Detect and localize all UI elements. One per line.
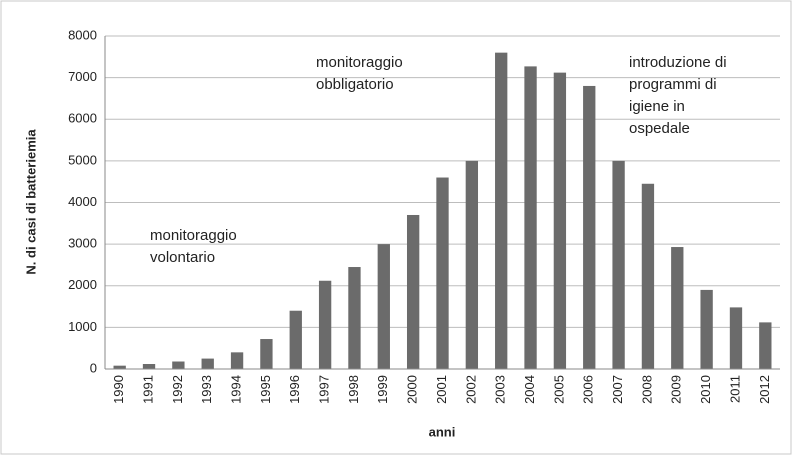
x-axis-title: anni — [429, 424, 456, 439]
y-tick-label: 0 — [90, 360, 97, 375]
x-tick-label: 1991 — [140, 375, 155, 404]
x-tick-label: 2008 — [639, 375, 654, 404]
x-tick-label: 1990 — [111, 375, 126, 404]
x-tick-label: 1992 — [170, 375, 185, 404]
y-tick-label: 7000 — [68, 69, 97, 84]
annotation: ospedale — [629, 120, 690, 137]
bar — [495, 52, 508, 370]
bar — [553, 72, 567, 369]
bar — [172, 361, 185, 369]
annotation: volontario — [150, 249, 215, 266]
annotation: monitoraggio — [150, 227, 237, 244]
bar — [201, 358, 214, 369]
annotation: obbligatorio — [316, 76, 394, 93]
x-tick-label: 2004 — [522, 375, 537, 404]
x-tick-label: 2009 — [669, 375, 684, 404]
bar — [524, 66, 537, 369]
x-tick-label: 1996 — [287, 375, 302, 404]
bar — [230, 352, 244, 369]
x-tick-label: 1995 — [258, 375, 273, 404]
y-tick-label: 6000 — [68, 111, 97, 126]
bar — [671, 247, 684, 369]
y-tick-label: 4000 — [68, 194, 97, 209]
y-tick-label: 2000 — [68, 277, 97, 292]
bar — [289, 310, 302, 369]
x-tick-label: 2001 — [434, 375, 449, 404]
y-tick-label: 5000 — [68, 152, 97, 167]
x-tick-label: 1993 — [199, 375, 214, 404]
bar — [318, 280, 332, 369]
x-tick-label: 2011 — [727, 375, 742, 403]
bar — [465, 160, 479, 369]
bar — [641, 183, 655, 369]
bar — [700, 289, 713, 369]
x-tick-label: 2000 — [405, 375, 420, 404]
x-tick-label: 1994 — [229, 375, 244, 404]
x-tick-label: 2006 — [581, 375, 596, 404]
x-tick-label: 2005 — [551, 375, 566, 404]
annotation: programmi di — [629, 76, 717, 93]
x-tick-label: 1998 — [346, 375, 361, 404]
y-tick-label: 1000 — [68, 319, 97, 334]
y-axis-title: N. di casi di batteriemia — [23, 129, 38, 275]
y-tick-label: 3000 — [68, 236, 97, 251]
bar — [142, 364, 156, 369]
bar — [759, 322, 772, 369]
bar — [348, 267, 361, 369]
y-tick-label: 8000 — [68, 27, 97, 42]
bar — [113, 365, 126, 369]
bar — [436, 177, 449, 369]
annotation: igiene in — [629, 98, 685, 115]
x-tick-label: 2010 — [698, 375, 713, 404]
x-tick-label: 2012 — [757, 375, 772, 404]
x-tick-label: 2003 — [493, 375, 508, 404]
annotation: monitoraggio — [316, 54, 403, 71]
x-tick-label: 1997 — [317, 375, 332, 404]
bar — [406, 214, 420, 369]
bar — [377, 244, 390, 369]
x-tick-label: 2002 — [463, 375, 478, 404]
bar — [260, 339, 273, 369]
annotation: introduzione di — [629, 54, 727, 71]
x-tick-label: 1999 — [375, 375, 390, 404]
bar — [729, 307, 743, 369]
bar — [612, 160, 625, 369]
x-tick-label: 2007 — [610, 375, 625, 404]
bar — [583, 85, 596, 369]
